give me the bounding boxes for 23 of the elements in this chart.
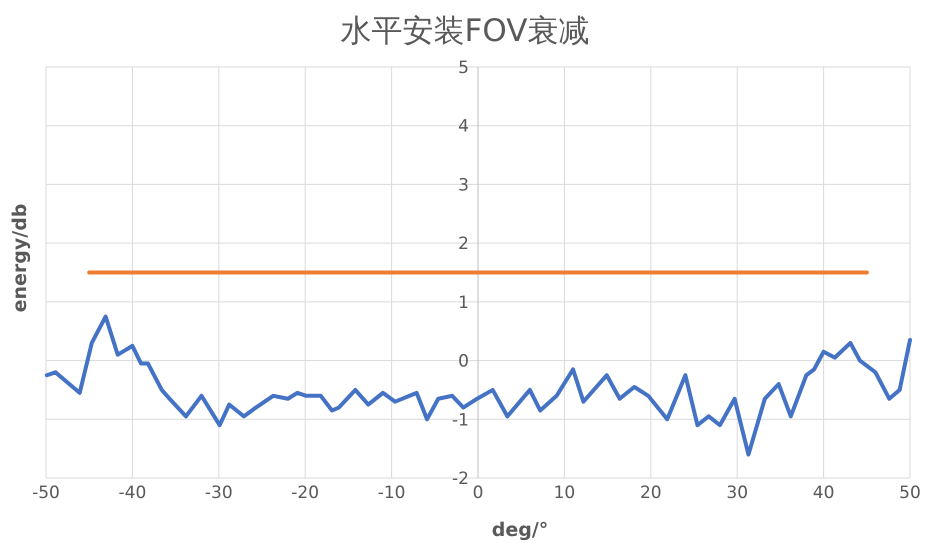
y-axis-title: energy/db [9, 204, 31, 312]
x-tick-label: 10 [554, 483, 576, 503]
x-tick-label: -30 [204, 483, 233, 503]
x-tick-label: 40 [812, 483, 834, 503]
y-tick-label: -1 [452, 410, 469, 430]
y-tick-label: 4 [458, 116, 469, 137]
x-tick-label: -10 [378, 483, 406, 503]
x-tick-label: 50 [899, 483, 921, 503]
x-tick-label: 30 [726, 483, 748, 503]
y-tick-label: 5 [458, 58, 469, 78]
y-tick-label: -2 [452, 469, 469, 489]
y-tick-label: 3 [458, 175, 469, 196]
y-tick-label: 2 [458, 234, 469, 254]
y-tick-label: 0 [458, 352, 469, 372]
x-axis-title: deg/° [492, 519, 548, 541]
line-series [44, 314, 912, 457]
x-tick-label: -40 [118, 483, 146, 503]
y-tick-label: 1 [458, 292, 469, 313]
x-tick-label: -50 [32, 483, 60, 503]
x-tick-label: 20 [640, 483, 662, 503]
chart-title: 水平安装FOV衰减 [340, 13, 590, 49]
x-tick-label: -20 [291, 483, 320, 503]
x-tick-label: 0 [472, 483, 484, 503]
